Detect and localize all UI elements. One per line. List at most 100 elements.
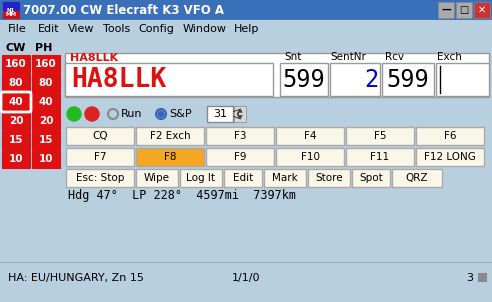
Text: Config: Config — [138, 24, 174, 34]
Circle shape — [85, 107, 99, 121]
Bar — [0, 20, 492, 38]
Text: 15: 15 — [9, 135, 23, 145]
Bar — [206, 127, 274, 145]
Text: F2 Exch: F2 Exch — [150, 131, 190, 141]
Text: 7007.00 CW Elecraft K3 VFO A: 7007.00 CW Elecraft K3 VFO A — [23, 4, 224, 17]
Text: Help: Help — [234, 24, 259, 34]
Circle shape — [67, 107, 81, 121]
Bar — [416, 127, 484, 145]
Bar — [0, 200, 492, 255]
Bar — [2, 131, 30, 149]
Bar — [436, 63, 489, 96]
Text: HA8LLK: HA8LLK — [71, 67, 166, 93]
Text: Spot: Spot — [359, 173, 383, 183]
Text: 599: 599 — [386, 68, 429, 92]
Text: SentNr: SentNr — [330, 52, 366, 62]
Text: Mark: Mark — [272, 173, 298, 183]
Text: CQ: CQ — [92, 131, 108, 141]
Text: Log It: Log It — [186, 173, 215, 183]
Bar — [234, 106, 246, 122]
Bar — [280, 63, 328, 96]
Text: N1: N1 — [7, 8, 15, 12]
Text: 160: 160 — [35, 59, 57, 69]
Text: 160: 160 — [5, 59, 27, 69]
Text: Store: Store — [315, 173, 343, 183]
Text: 40: 40 — [9, 97, 23, 107]
Text: 10: 10 — [9, 154, 23, 164]
Bar — [136, 127, 204, 145]
Bar — [32, 93, 60, 111]
Text: F10: F10 — [301, 152, 319, 162]
Text: Rcv: Rcv — [385, 52, 404, 62]
Text: Exch: Exch — [437, 52, 462, 62]
Bar — [32, 74, 60, 92]
Text: File: File — [8, 24, 27, 34]
Text: □: □ — [460, 5, 468, 15]
Bar — [206, 148, 274, 166]
Bar — [2, 74, 30, 92]
Bar — [346, 148, 414, 166]
Text: MM: MM — [5, 12, 17, 18]
Bar — [474, 2, 490, 18]
Bar — [481, 276, 483, 278]
Text: F3: F3 — [234, 131, 246, 141]
Text: 31: 31 — [213, 109, 227, 119]
Bar — [330, 63, 380, 96]
Bar — [264, 169, 306, 187]
Text: Edit: Edit — [38, 24, 60, 34]
Text: View: View — [68, 24, 94, 34]
Text: Window: Window — [183, 24, 227, 34]
Bar — [2, 55, 30, 73]
Text: F11: F11 — [370, 152, 390, 162]
Text: 3: 3 — [466, 273, 473, 283]
Text: F5: F5 — [374, 131, 386, 141]
Bar — [352, 169, 390, 187]
Text: Tools: Tools — [103, 24, 130, 34]
Bar — [32, 150, 60, 168]
Bar — [478, 279, 480, 281]
Bar — [392, 169, 442, 187]
Text: HA: EU/HUNGARY, Zn 15: HA: EU/HUNGARY, Zn 15 — [8, 273, 144, 283]
Text: 80: 80 — [39, 78, 53, 88]
Text: ▼: ▼ — [238, 115, 243, 120]
Bar — [2, 93, 30, 111]
Text: F4: F4 — [304, 131, 316, 141]
Text: QRZ: QRZ — [406, 173, 428, 183]
Bar — [276, 127, 344, 145]
Bar — [65, 63, 273, 96]
Bar — [224, 169, 262, 187]
Bar — [32, 55, 60, 73]
Bar — [2, 150, 30, 168]
Text: 20: 20 — [9, 116, 23, 126]
Bar — [32, 131, 60, 149]
Bar — [308, 169, 350, 187]
Text: Hdg 47°  LP 228°  4597mi  7397km: Hdg 47° LP 228° 4597mi 7397km — [68, 189, 296, 203]
Bar — [346, 127, 414, 145]
Text: F8: F8 — [164, 152, 176, 162]
Bar — [2, 112, 30, 130]
Text: Esc: Stop: Esc: Stop — [76, 173, 124, 183]
Text: 2: 2 — [364, 68, 378, 92]
Bar — [3, 2, 19, 18]
Text: 80: 80 — [9, 78, 23, 88]
Bar — [478, 273, 480, 275]
Text: 599: 599 — [282, 68, 325, 92]
Bar — [478, 276, 480, 278]
Text: F7: F7 — [94, 152, 106, 162]
Text: 15: 15 — [39, 135, 53, 145]
Bar — [66, 148, 134, 166]
Circle shape — [158, 111, 164, 117]
Text: F12 LONG: F12 LONG — [424, 152, 476, 162]
Bar — [382, 63, 434, 96]
Text: 40: 40 — [39, 97, 53, 107]
Text: F9: F9 — [234, 152, 246, 162]
Text: PH: PH — [35, 43, 53, 53]
Bar — [65, 53, 489, 97]
Bar — [136, 148, 204, 166]
Text: ▲: ▲ — [238, 108, 243, 114]
Bar — [3, 2, 19, 10]
Bar — [484, 276, 486, 278]
Bar — [481, 273, 483, 275]
Text: HA8LLK: HA8LLK — [70, 53, 118, 63]
Text: Run: Run — [121, 109, 143, 119]
